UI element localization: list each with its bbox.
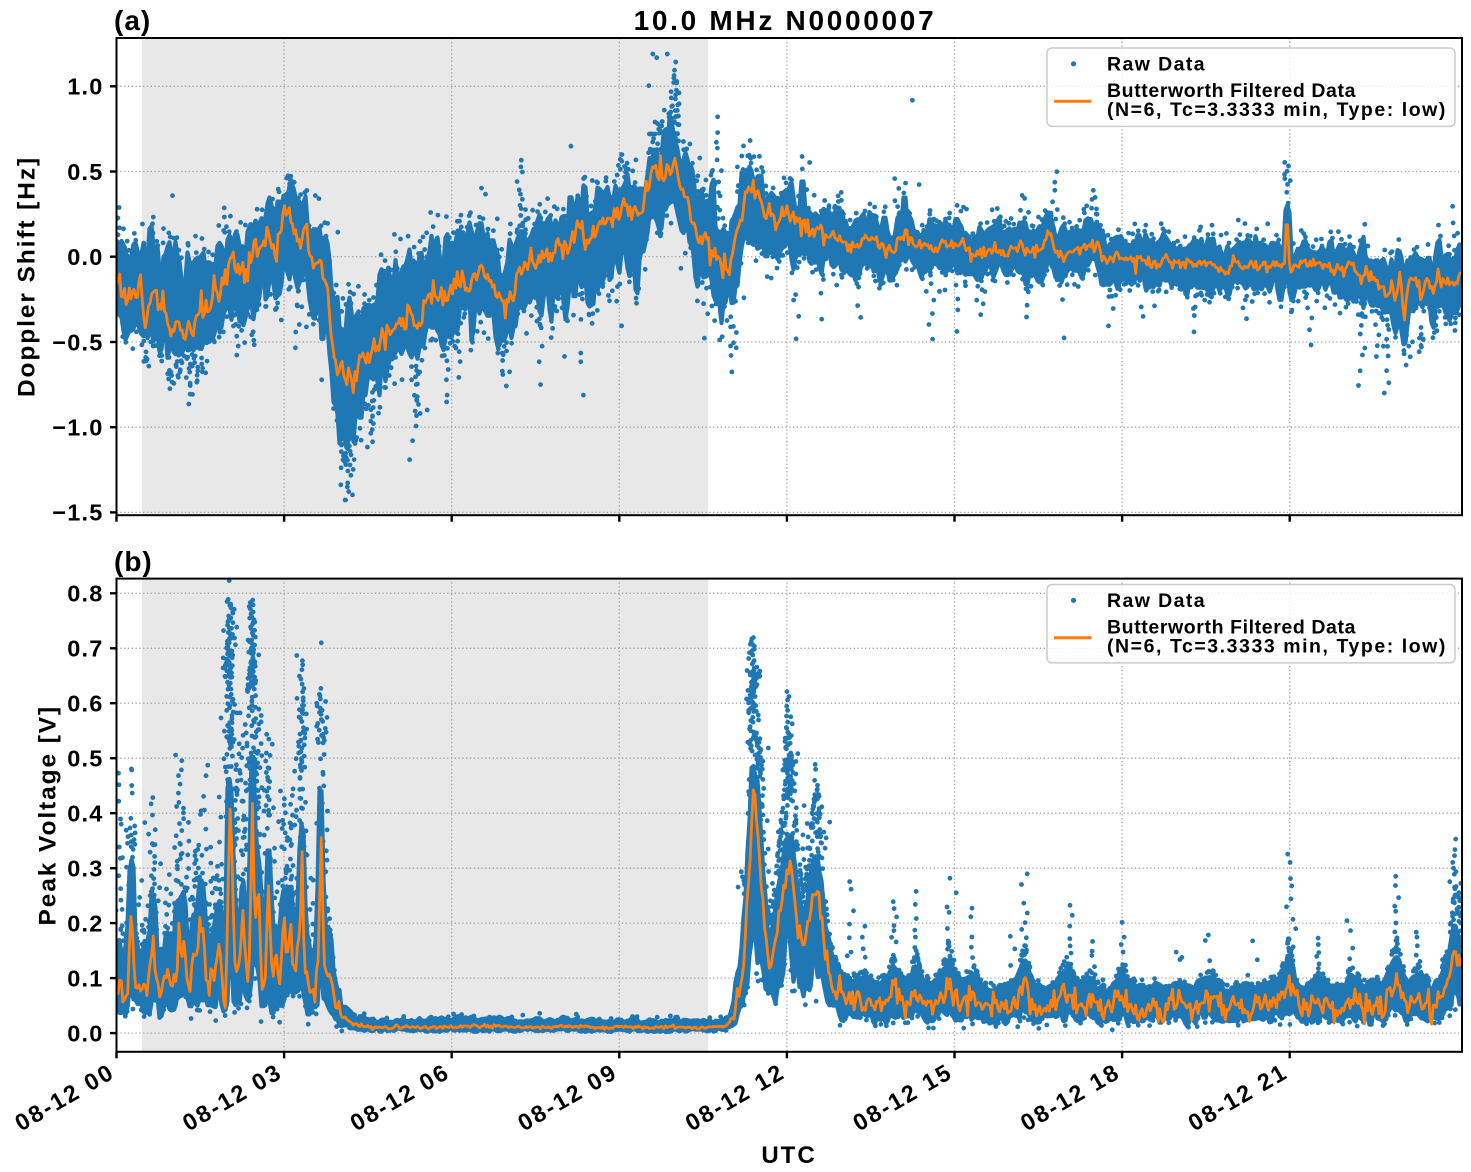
svg-text:0.0: 0.0 (67, 1020, 103, 1046)
svg-text:(b): (b) (114, 546, 153, 577)
svg-text:10.0 MHz N0000007: 10.0 MHz N0000007 (634, 5, 937, 36)
svg-text:0.8: 0.8 (67, 581, 103, 607)
svg-text:Peak Voltage [V]: Peak Voltage [V] (35, 705, 62, 926)
svg-text:−1.5: −1.5 (52, 500, 103, 526)
svg-text:Butterworth Filtered Data: Butterworth Filtered Data (1107, 617, 1356, 639)
svg-text:0.2: 0.2 (67, 910, 103, 936)
svg-text:0.3: 0.3 (67, 856, 103, 882)
svg-text:0.4: 0.4 (67, 801, 103, 827)
svg-text:Raw Data: Raw Data (1107, 590, 1206, 612)
svg-text:Doppler Shift [Hz]: Doppler Shift [Hz] (14, 156, 41, 397)
svg-text:0.0: 0.0 (67, 244, 103, 270)
svg-text:Butterworth Filtered Data: Butterworth Filtered Data (1107, 80, 1356, 102)
svg-text:(N=6, Tc=3.3333 min, Type: low: (N=6, Tc=3.3333 min, Type: low) (1107, 99, 1447, 121)
svg-text:UTC: UTC (761, 1142, 816, 1169)
svg-text:Raw Data: Raw Data (1107, 54, 1206, 76)
svg-text:(a): (a) (114, 5, 151, 36)
svg-text:0.5: 0.5 (67, 746, 103, 772)
svg-text:0.6: 0.6 (67, 691, 103, 717)
svg-text:(N=6, Tc=3.3333 min, Type: low: (N=6, Tc=3.3333 min, Type: low) (1107, 636, 1447, 658)
svg-text:1.0: 1.0 (67, 74, 103, 100)
svg-text:0.5: 0.5 (67, 159, 103, 185)
svg-text:−0.5: −0.5 (52, 329, 103, 355)
svg-text:0.7: 0.7 (67, 636, 103, 662)
svg-text:−1.0: −1.0 (52, 415, 103, 441)
svg-text:0.1: 0.1 (67, 965, 103, 991)
